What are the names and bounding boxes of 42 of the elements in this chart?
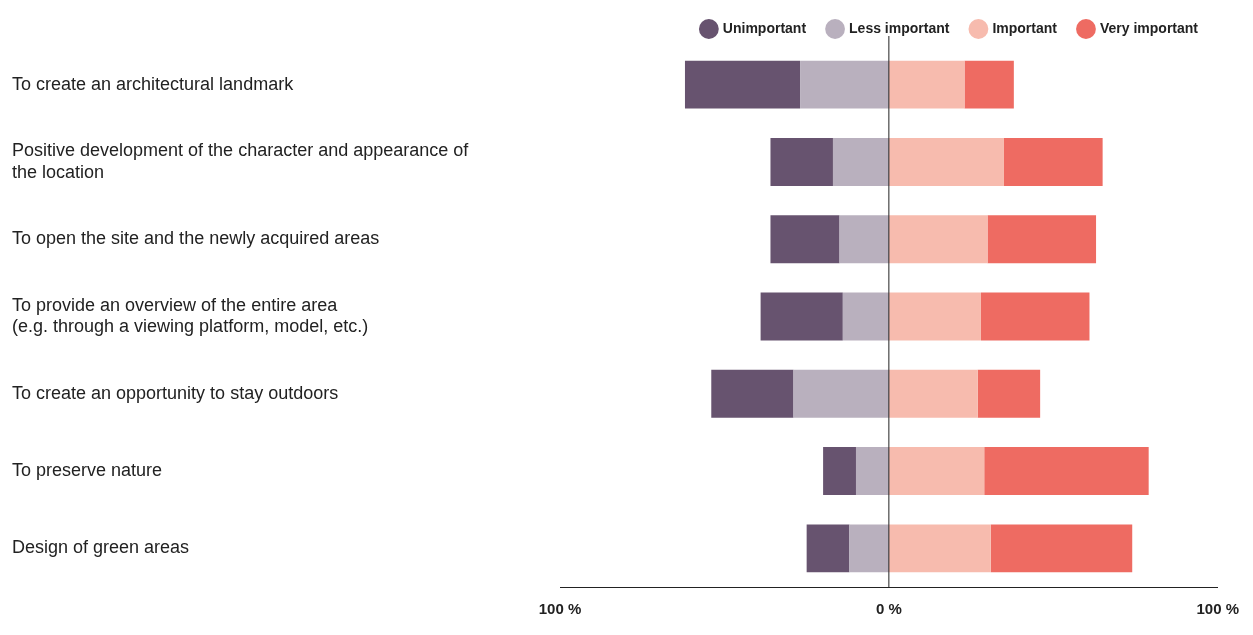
bar <box>760 292 843 341</box>
bar <box>849 524 889 573</box>
bar <box>855 447 889 496</box>
legend-label: Important <box>992 19 1058 36</box>
bar <box>980 292 1090 341</box>
y-tick-label: To create an opportunity to stay outdoors <box>12 382 339 403</box>
bar <box>684 60 801 109</box>
y-tick-label: To provide an overview of the entire area (e.g. through a viewing platform, model, etc.) <box>12 294 369 337</box>
bar <box>888 137 1004 186</box>
bar <box>770 215 840 264</box>
y-tick-label: To preserve nature <box>12 460 163 481</box>
bar <box>793 369 889 418</box>
bar <box>964 60 1014 109</box>
y-tick-label: Positive development of the character and appearance of the location <box>12 140 470 182</box>
bar <box>987 215 1097 264</box>
bar <box>839 215 889 264</box>
x-tick-label: 100 % <box>538 600 582 618</box>
bar <box>888 60 965 109</box>
bar <box>711 369 794 418</box>
bar <box>806 524 850 573</box>
y-tick-label: Design of green areas <box>12 537 190 558</box>
bar <box>832 137 889 186</box>
legend-label: Unimportant <box>722 19 807 36</box>
bar <box>888 292 981 341</box>
bar <box>1003 137 1103 186</box>
bar <box>823 447 856 496</box>
bar <box>888 447 985 496</box>
legend-label: Less important <box>849 19 950 36</box>
x-tick-label: 0 % <box>875 600 902 618</box>
y-tick-label: To open the site and the newly acquired areas <box>12 228 380 249</box>
bar <box>800 60 889 109</box>
bar <box>888 524 991 573</box>
bar <box>888 215 988 264</box>
y-tick-label: To create an architectural landmark <box>12 73 295 94</box>
bar <box>842 292 889 341</box>
bar <box>888 369 978 418</box>
bar <box>770 137 833 186</box>
bar <box>984 447 1149 496</box>
bar <box>990 524 1133 573</box>
legend-label: Very important <box>1099 19 1199 36</box>
bar <box>977 369 1041 418</box>
x-tick-label: 100 % <box>1196 600 1240 618</box>
